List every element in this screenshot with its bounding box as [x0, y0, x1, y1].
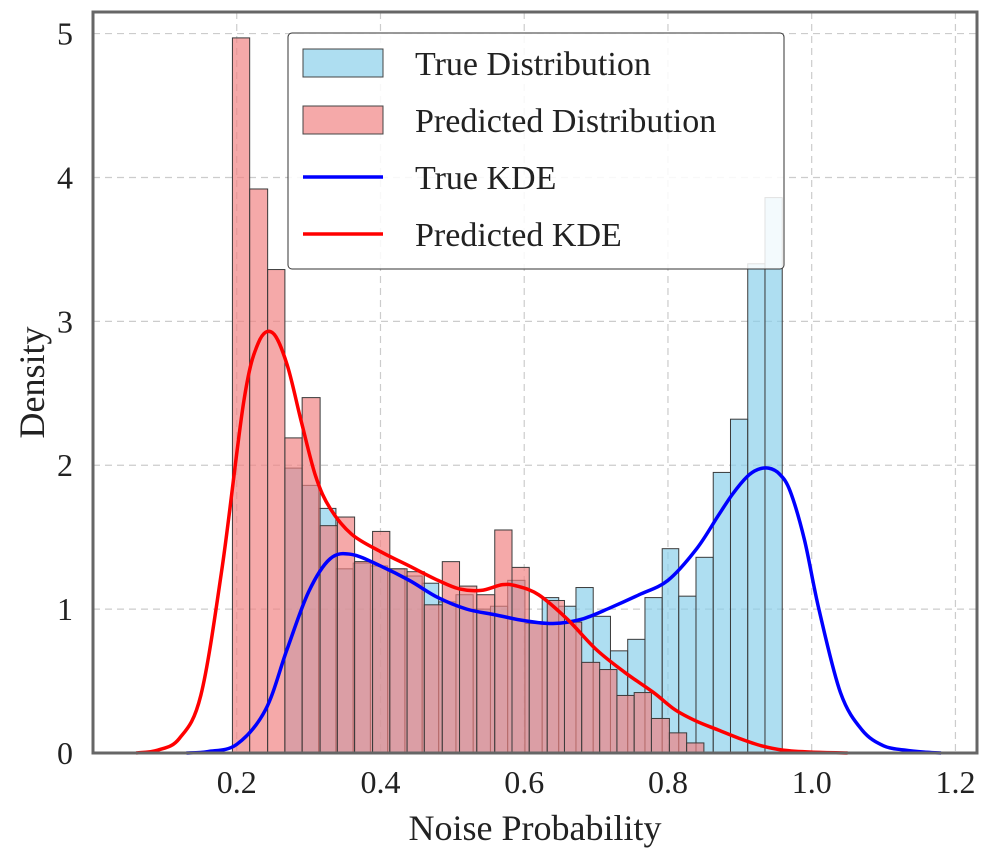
y-tick-label: 3 [57, 303, 73, 339]
y-tick-label: 5 [57, 16, 73, 52]
legend-swatch-true-distribution [302, 48, 384, 78]
predicted-distribution-bar [406, 571, 425, 754]
y-axis-title: Density [12, 327, 52, 439]
predicted-distribution-bar [231, 37, 251, 754]
legend-label-true-distribution: True Distribution [415, 46, 651, 83]
x-axis-ticks: 0.2 0.4 0.6 0.8 1.0 1.2 [217, 764, 976, 800]
predicted-distribution-bar [423, 604, 443, 754]
y-tick-label: 0 [57, 735, 73, 771]
true-distribution-bar [747, 263, 766, 754]
x-tick-label: 0.4 [360, 764, 400, 800]
true-distribution-bar [678, 595, 697, 754]
true-distribution-bar [729, 418, 749, 754]
predicted-distribution-bar [284, 437, 303, 754]
y-tick-label: 1 [57, 591, 73, 627]
predicted-distribution-bar [599, 669, 618, 754]
predicted-distribution-bar [494, 529, 513, 754]
predicted-distribution-bar [511, 566, 530, 754]
predicted-distribution-bar [528, 621, 548, 754]
predicted-distribution-bar [633, 692, 652, 754]
y-tick-label: 4 [57, 159, 73, 195]
plot-frame [91, 10, 979, 755]
legend-box [287, 32, 785, 270]
legend: True Distribution Predicted Distribution… [287, 32, 785, 270]
y-tick-label: 2 [57, 447, 73, 483]
x-axis-title: Noise Probability [409, 808, 662, 848]
x-tick-label: 0.8 [648, 764, 688, 800]
x-tick-label: 0.6 [504, 764, 544, 800]
x-tick-label: 1.2 [935, 764, 975, 800]
predicted-distribution-bar [668, 732, 688, 754]
predicted-distribution-bar [354, 561, 374, 754]
predicted-distribution-bar [476, 594, 496, 754]
predicted-distribution-bar [616, 694, 635, 754]
x-tick-label: 1.0 [792, 764, 832, 800]
predicted-distribution-bar [563, 621, 583, 754]
predicted-kde-line [135, 329, 848, 755]
y-axis-ticks: 0 1 2 3 4 5 [57, 16, 73, 771]
legend-swatch-predicted-distribution [302, 105, 384, 135]
legend-label-predicted-distribution: Predicted Distribution [415, 103, 716, 140]
true-kde-line [186, 466, 942, 755]
predicted-distribution-bar [650, 717, 670, 754]
predicted-distribution-bar [249, 188, 269, 754]
predicted-distribution-bar [686, 742, 705, 754]
predicted-distribution-bar [581, 661, 601, 754]
predicted-distribution-bar [389, 568, 408, 754]
legend-label-true-kde: True KDE [415, 160, 556, 197]
predicted-distribution-bar [441, 561, 461, 754]
true-distribution-bar [712, 471, 731, 754]
legend-label-predicted-kde: Predicted KDE [415, 217, 622, 254]
x-tick-label: 0.2 [217, 764, 257, 800]
